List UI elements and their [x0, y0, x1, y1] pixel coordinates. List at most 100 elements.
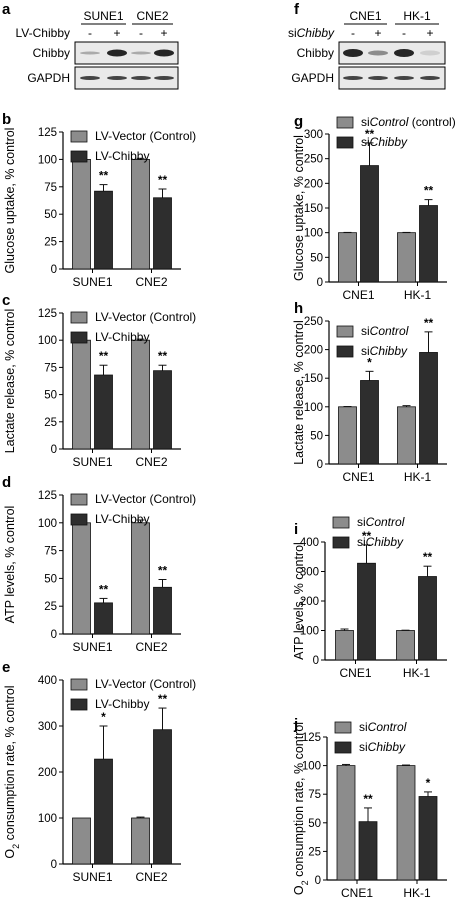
blot-membrane [338, 66, 446, 90]
legend-swatch [70, 150, 88, 163]
y-tick-label: 75 [44, 362, 57, 374]
y-tick-label: 150 [304, 203, 323, 215]
blot-band [107, 76, 127, 80]
legend-swatch [70, 513, 88, 526]
y-tick-label: 50 [310, 252, 323, 264]
y-tick-label: 50 [310, 430, 323, 442]
y-tick-label: 0 [317, 277, 323, 289]
y-tick-label: 0 [317, 459, 323, 471]
significance-label: ** [158, 564, 168, 578]
y-axis-label: Lactate release, % control [292, 320, 306, 465]
y-axis-label: ATP levels, % control [3, 506, 17, 624]
legend-swatch [336, 325, 354, 338]
y-tick-label: 75 [44, 182, 57, 194]
y-tick-label: 100 [302, 761, 321, 773]
blot-cell-line-label: HK-1 [403, 9, 431, 23]
bar-control [338, 232, 357, 283]
blot-lane-sign: - [88, 26, 92, 40]
y-tick-label: 300 [38, 721, 57, 733]
y-tick-label: 100 [38, 335, 57, 347]
y-tick-label: 25 [308, 846, 321, 858]
significance-label: * [101, 710, 106, 724]
legend-entry: siControl [357, 515, 405, 529]
y-tick-label: 200 [300, 596, 319, 608]
bar-control [72, 522, 91, 635]
blot-lane-sign: + [374, 26, 381, 40]
significance-label: ** [423, 550, 433, 564]
chart-d: d 0 25 50 75 100 125 ATP levels, % control SUNE1… [2, 474, 196, 654]
y-tick-label: 25 [44, 601, 57, 613]
panel-letter: c [2, 292, 10, 309]
blot-lane-sign: - [402, 26, 406, 40]
bar-control [72, 339, 91, 450]
blot-lane-sign: + [113, 26, 120, 40]
y-tick-label: 100 [304, 402, 323, 414]
significance-label: ** [99, 582, 109, 596]
legend-entry: LV-Vector (Control) [95, 492, 196, 506]
y-tick-label: 100 [38, 154, 57, 166]
panel-letter: e [2, 659, 10, 676]
y-tick-label: 125 [38, 490, 57, 502]
blot-row-label: Chibby [33, 46, 70, 60]
blot-treatment-label: siChibby [288, 26, 335, 40]
x-tick-label: CNE1 [341, 886, 373, 900]
blot-band [394, 49, 414, 57]
legend-swatch [336, 116, 354, 129]
panel-letter: j [293, 716, 298, 733]
bar-treated [153, 197, 172, 270]
y-tick-label: 75 [308, 789, 321, 801]
significance-label: ** [362, 529, 372, 543]
bar-control [131, 522, 150, 635]
blot-band [420, 50, 440, 56]
blot-row-label: GAPDH [291, 71, 334, 85]
blot-band [80, 51, 100, 55]
y-axis-label: O2 consumption rate, % control [3, 685, 21, 858]
y-tick-label: 125 [38, 127, 57, 139]
legend-swatch [70, 331, 88, 344]
panel-letter: f [294, 1, 300, 18]
bar-control [72, 817, 91, 865]
bar-treated [419, 352, 438, 465]
legend-swatch [332, 536, 350, 549]
legend-swatch [336, 345, 354, 358]
blot-band [368, 50, 388, 56]
legend-swatch [334, 741, 352, 754]
significance-label: ** [99, 169, 109, 183]
blot-lane-sign: - [139, 26, 143, 40]
legend-swatch [70, 130, 88, 143]
y-tick-label: 150 [304, 373, 323, 385]
legend-entry: LV-Chibby [95, 512, 149, 526]
legend-entry: siControl [361, 324, 409, 338]
x-tick-label: CNE1 [342, 288, 374, 302]
chart-e: e 0 100 200 300 400 O2 consumption rate, % con… [2, 659, 196, 884]
blot-band [343, 76, 363, 80]
significance-label: * [426, 776, 431, 790]
x-tick-label: SUNE1 [72, 275, 112, 289]
blot-band [107, 49, 127, 57]
significance-label: ** [158, 692, 168, 706]
panel-letter: d [2, 474, 11, 491]
y-tick-label: 200 [38, 767, 57, 779]
blot-band [420, 76, 440, 80]
legend-swatch [70, 698, 88, 711]
western-blot-a: a SUNE1 CNE2 LV-Chibby - + - + Chibby GAPDH [2, 1, 179, 90]
significance-label: ** [99, 349, 109, 363]
x-tick-label: HK-1 [404, 470, 432, 484]
blot-row-label: Chibby [297, 46, 334, 60]
legend-entry: LV-Vector (Control) [95, 310, 196, 324]
y-tick-label: 50 [44, 573, 57, 585]
significance-label: ** [363, 792, 373, 806]
blot-lane-sign: - [351, 26, 355, 40]
x-tick-label: SUNE1 [72, 455, 112, 469]
y-tick-label: 50 [44, 390, 57, 402]
y-tick-label: 75 [44, 546, 57, 558]
chart-b: b 0 25 50 75 100 125 Glucose uptake, % control S… [2, 111, 196, 289]
legend-entry: siControl (control) [361, 115, 456, 129]
bar-treated [94, 190, 113, 270]
y-tick-label: 300 [304, 129, 323, 141]
blot-treatment-label: LV-Chibby [16, 26, 70, 40]
blot-band [394, 76, 414, 80]
bar-control [336, 765, 356, 881]
legend-swatch [336, 136, 354, 149]
